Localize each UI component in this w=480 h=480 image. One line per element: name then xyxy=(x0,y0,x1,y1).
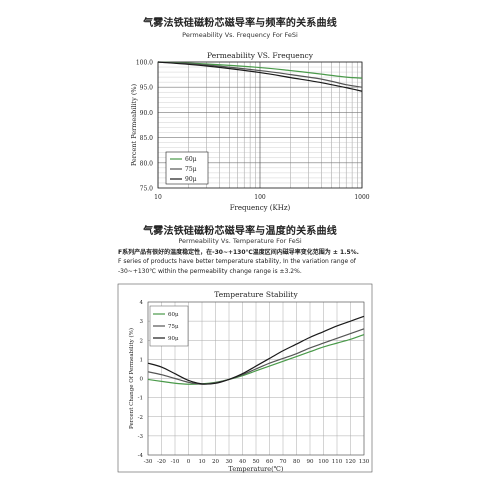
chart2-xtick-label: -10 xyxy=(171,459,180,465)
chart1-legend-label: 75μ xyxy=(185,166,197,173)
chart2-xtick-label: 120 xyxy=(345,459,356,465)
chart2-legend-label: 60μ xyxy=(168,312,179,318)
chart2-xtick-label: 0 xyxy=(187,459,191,465)
chart1-ytick-label: 75.0 xyxy=(140,186,154,193)
chart2-outer-frame xyxy=(117,283,373,473)
chart2-series-line-1 xyxy=(147,333,365,385)
chart2-xlabel: Temperature(℃) xyxy=(229,465,284,473)
chart1-ytick-label: 100.0 xyxy=(136,60,153,67)
chart2-ytick-label: 2 xyxy=(140,338,144,344)
chart1-legend-label: 90μ xyxy=(185,176,197,183)
chart2-ytick-label: -2 xyxy=(138,415,143,421)
chart2-xtick-label: 20 xyxy=(212,459,219,465)
chart2-xtick-label: -20 xyxy=(157,459,166,465)
chart1-xlabel: Frequency (KHz) xyxy=(230,204,291,212)
chart2-xtick-label: 130 xyxy=(359,459,370,465)
note-en-2: -30~+130℃ within the permeability change… xyxy=(118,268,302,275)
chart2-ytick-label: 1 xyxy=(140,357,144,363)
chart1-series-line-2 xyxy=(157,61,363,88)
chart1-ytick-label: 90.0 xyxy=(140,110,154,117)
chart1-series-line-1 xyxy=(157,61,363,79)
chart1-xtick-label: 100 xyxy=(254,194,266,201)
chart1-ylabel: Percent Permeability (%) xyxy=(130,83,138,166)
chart2-xtick-label: 40 xyxy=(239,459,246,465)
chart2-series-line-3 xyxy=(147,315,365,385)
chart2-xtick-label: 90 xyxy=(307,459,314,465)
chart1-series-line-3 xyxy=(157,61,363,92)
chart2-xtick-label: 80 xyxy=(293,459,300,465)
chart2-xtick-label: 110 xyxy=(332,459,343,465)
chart2-heading-en: Permeability Vs. Temperature For FeSi xyxy=(178,237,302,245)
chart2-xtick-label: 70 xyxy=(280,459,287,465)
chart2-xtick-label: 30 xyxy=(226,459,233,465)
chart2-xtick-label: 60 xyxy=(266,459,273,465)
chart1-plot-frame xyxy=(157,61,363,189)
note-en-1: F series of products have better tempera… xyxy=(118,258,356,265)
chart2-ytick-label: 4 xyxy=(140,300,144,306)
chart2-ytick-label: -1 xyxy=(138,396,143,402)
chart2-series-line-2 xyxy=(147,328,365,385)
chart1-ytick-label: 80.0 xyxy=(140,160,154,167)
chart2-ytick-label: -4 xyxy=(138,453,144,459)
chart1-heading-cn: 气雾法铁硅磁粉芯磁导率与频率的关系曲线 xyxy=(143,18,337,29)
chart2-ytick-label: -3 xyxy=(138,434,144,440)
chart2-legend-label: 90μ xyxy=(168,336,179,342)
chart1-heading-en: Permeability Vs. Frequency For FeSi xyxy=(182,31,298,39)
chart2-plot-frame xyxy=(147,301,365,456)
chart1-legend-label: 60μ xyxy=(185,156,197,163)
chart2-title: Temperature Stability xyxy=(214,290,298,299)
chart2-ytick-label: 0 xyxy=(140,377,144,383)
chart2-legend-label: 75μ xyxy=(168,324,179,330)
chart2-xtick-label: 100 xyxy=(318,459,329,465)
chart2-ytick-label: 3 xyxy=(140,319,144,325)
chart1-title: Permeability VS. Frequency xyxy=(207,51,314,60)
chart2-heading-cn: 气雾法铁硅磁粉芯磁导率与温度的关系曲线 xyxy=(143,226,337,237)
chart1-xtick-label: 1000 xyxy=(354,194,369,201)
chart2-xtick-label: 50 xyxy=(253,459,260,465)
chart2-xtick-label: 10 xyxy=(199,459,206,465)
chart1-xtick-label: 10 xyxy=(154,194,162,201)
note-cn: F系列产品有很好的温度稳定性，在-30~+130℃温度区间内磁导率变化范围为 ±… xyxy=(118,249,359,256)
chart1-ytick-label: 95.0 xyxy=(140,85,154,92)
chart1-ytick-label: 85.0 xyxy=(140,135,154,142)
chart2-ylabel: Percent Change Of Permeability (%) xyxy=(128,328,135,429)
chart2-xtick-label: -30 xyxy=(144,459,153,465)
